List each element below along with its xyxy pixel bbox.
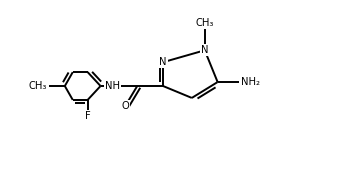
Text: NH₂: NH₂ xyxy=(241,77,260,87)
Text: N: N xyxy=(201,45,209,55)
Text: N: N xyxy=(159,57,167,67)
Text: NH: NH xyxy=(105,81,120,91)
Text: CH₃: CH₃ xyxy=(195,18,214,29)
Text: F: F xyxy=(85,111,91,121)
Text: O: O xyxy=(121,101,129,111)
Text: CH₃: CH₃ xyxy=(29,81,47,91)
